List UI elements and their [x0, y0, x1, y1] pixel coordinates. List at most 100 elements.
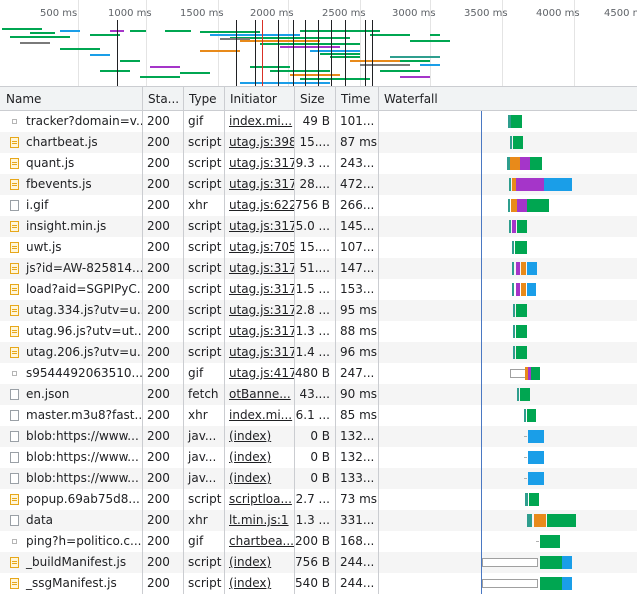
request-type: gif — [188, 114, 204, 128]
request-initiator[interactable]: utag.js:317 — [229, 156, 294, 170]
request-initiator[interactable]: utag.js:622 — [229, 198, 294, 212]
table-row[interactable]: quant.js 200 script utag.js:317 9.3 ... 243..… — [0, 153, 637, 174]
request-initiator[interactable]: scriptloa... — [229, 492, 292, 506]
table-row[interactable]: uwt.js 200 script utag.js:705 15.... 107... — [0, 237, 637, 258]
request-name: utag.96.js?utv=ut... — [26, 324, 142, 338]
waterfall-segment — [527, 409, 536, 422]
timeline-tick-label: 3000 ms — [392, 8, 436, 19]
column-header-size[interactable]: Size — [300, 92, 325, 106]
request-initiator[interactable]: utag.js:317 — [229, 303, 294, 317]
request-size: 1.3 ... — [295, 324, 330, 338]
table-row[interactable]: blob:https://www... 200 jav... (index) 0 B 13… — [0, 468, 637, 489]
table-row[interactable]: blob:https://www... 200 jav... (index) 0 B 13… — [0, 426, 637, 447]
column-divider[interactable] — [183, 87, 184, 594]
request-name: tracker?domain=v... — [26, 114, 142, 128]
request-type: script — [188, 345, 222, 359]
column-divider[interactable] — [142, 87, 143, 594]
column-header-waterfall[interactable]: Waterfall — [384, 92, 438, 106]
request-initiator[interactable]: otBanne... — [229, 387, 291, 401]
request-status: 200 — [147, 114, 170, 128]
request-size: 2.7 ... — [295, 492, 330, 506]
request-size: 9.3 ... — [295, 156, 330, 170]
waterfall-segment — [528, 451, 544, 464]
request-initiator[interactable]: chartbea... — [229, 534, 294, 548]
request-time: 133... — [340, 471, 375, 485]
overview-request-bar — [120, 60, 140, 62]
table-row[interactable]: _ssgManifest.js 200 script (index) 540 B 244.… — [0, 573, 637, 594]
request-initiator[interactable]: index.mi... — [229, 114, 293, 128]
request-initiator[interactable]: utag.js:317 — [229, 261, 294, 275]
table-row[interactable]: fbevents.js 200 script utag.js:317 28.... 472… — [0, 174, 637, 195]
column-header-type[interactable]: Type — [189, 92, 217, 106]
overview-request-bar — [320, 53, 360, 55]
table-row[interactable]: js?id=AW-825814... 200 script utag.js:317 51… — [0, 258, 637, 279]
request-initiator[interactable]: (index) — [229, 450, 272, 464]
timeline-tick-label: 2500 ms — [322, 8, 366, 19]
column-header-initiator[interactable]: Initiator — [230, 92, 277, 106]
request-initiator[interactable]: (index) — [229, 471, 272, 485]
request-size: 49 B — [302, 114, 330, 128]
table-row[interactable]: s9544492063510... 200 gif utag.js:417 480 B 2… — [0, 363, 637, 384]
request-time: 87 ms — [340, 135, 378, 149]
column-header-name[interactable]: Name — [6, 92, 42, 106]
request-initiator[interactable]: utag.js:417 — [229, 366, 294, 380]
column-divider[interactable] — [335, 87, 336, 594]
overview-event-marker — [345, 20, 346, 86]
waterfall-segment — [513, 304, 515, 317]
image-file-icon — [12, 371, 17, 376]
request-size: 43.... — [299, 387, 330, 401]
table-row[interactable]: ping?h=politico.c... 200 gif chartbea... 200… — [0, 531, 637, 552]
request-initiator[interactable]: (index) — [229, 576, 272, 590]
table-row[interactable]: _buildManifest.js 200 script (index) 756 B 24… — [0, 552, 637, 573]
waterfall-segment — [525, 493, 528, 506]
request-initiator[interactable]: index.mi... — [229, 408, 293, 422]
table-row[interactable]: popup.69ab75d8... 200 script scriptloa... 2.… — [0, 489, 637, 510]
table-row[interactable]: utag.96.js?utv=ut... 200 script utag.js:317… — [0, 321, 637, 342]
table-row[interactable]: utag.206.js?utv=u... 200 script utag.js:317… — [0, 342, 637, 363]
request-size: 2.8 ... — [295, 303, 330, 317]
request-initiator[interactable]: utag.js:317 — [229, 177, 294, 191]
request-size: 1.5 ... — [295, 282, 330, 296]
waterfall-segment — [510, 369, 526, 378]
request-size: 0 B — [310, 429, 330, 443]
table-row[interactable]: load?aid=SGPIPyC... 200 script utag.js:317 1… — [0, 279, 637, 300]
network-overview-timeline[interactable]: 500 ms 1000 ms 1500 ms 2000 ms 2500 ms 3000 m… — [0, 0, 637, 87]
column-divider[interactable] — [378, 87, 379, 594]
request-size: 1.4 ... — [295, 345, 330, 359]
waterfall-segment — [512, 241, 514, 254]
request-type: script — [188, 240, 222, 254]
table-row[interactable]: en.json 200 fetch otBanne... 43.... 90 ms — [0, 384, 637, 405]
column-header-status[interactable]: Sta... — [148, 92, 180, 106]
table-row[interactable]: blob:https://www... 200 jav... (index) 0 B 13… — [0, 447, 637, 468]
column-divider[interactable] — [294, 87, 295, 594]
request-initiator[interactable]: utag.js:317 — [229, 282, 294, 296]
request-size: 28.... — [299, 177, 330, 191]
request-initiator[interactable]: (index) — [229, 555, 272, 569]
request-name: i.gif — [26, 198, 49, 212]
waterfall-segment — [517, 220, 527, 233]
table-row[interactable]: chartbeat.js 200 script utag.js:398 15.... 87… — [0, 132, 637, 153]
table-row[interactable]: utag.334.js?utv=u... 200 script utag.js:317… — [0, 300, 637, 321]
waterfall-segment — [536, 541, 539, 542]
script-file-icon — [10, 305, 19, 316]
column-divider[interactable] — [224, 87, 225, 594]
request-type: script — [188, 576, 222, 590]
overview-request-bar — [400, 60, 430, 62]
request-initiator[interactable]: utag.js:398 — [229, 135, 294, 149]
column-header-time[interactable]: Time — [341, 92, 371, 106]
request-status: 200 — [147, 240, 170, 254]
request-initiator[interactable]: utag.js:317 — [229, 345, 294, 359]
overview-request-bar — [100, 70, 130, 72]
overview-request-bar — [240, 40, 320, 42]
table-row[interactable]: insight.min.js 200 script utag.js:317 5.0 ..… — [0, 216, 637, 237]
request-type: xhr — [188, 513, 208, 527]
table-row[interactable]: data 200 xhr lt.min.js:1 1.3 ... 331... — [0, 510, 637, 531]
table-row[interactable]: master.m3u8?fast... 200 xhr index.mi... 6.1 … — [0, 405, 637, 426]
request-initiator[interactable]: utag.js:705 — [229, 240, 294, 254]
request-initiator[interactable]: utag.js:317 — [229, 219, 294, 233]
table-row[interactable]: i.gif 200 xhr utag.js:622 756 B 266... — [0, 195, 637, 216]
request-initiator[interactable]: (index) — [229, 429, 272, 443]
table-row[interactable]: tracker?domain=v... 200 gif index.mi... 49 B… — [0, 111, 637, 132]
request-initiator[interactable]: lt.min.js:1 — [229, 513, 289, 527]
request-initiator[interactable]: utag.js:317 — [229, 324, 294, 338]
